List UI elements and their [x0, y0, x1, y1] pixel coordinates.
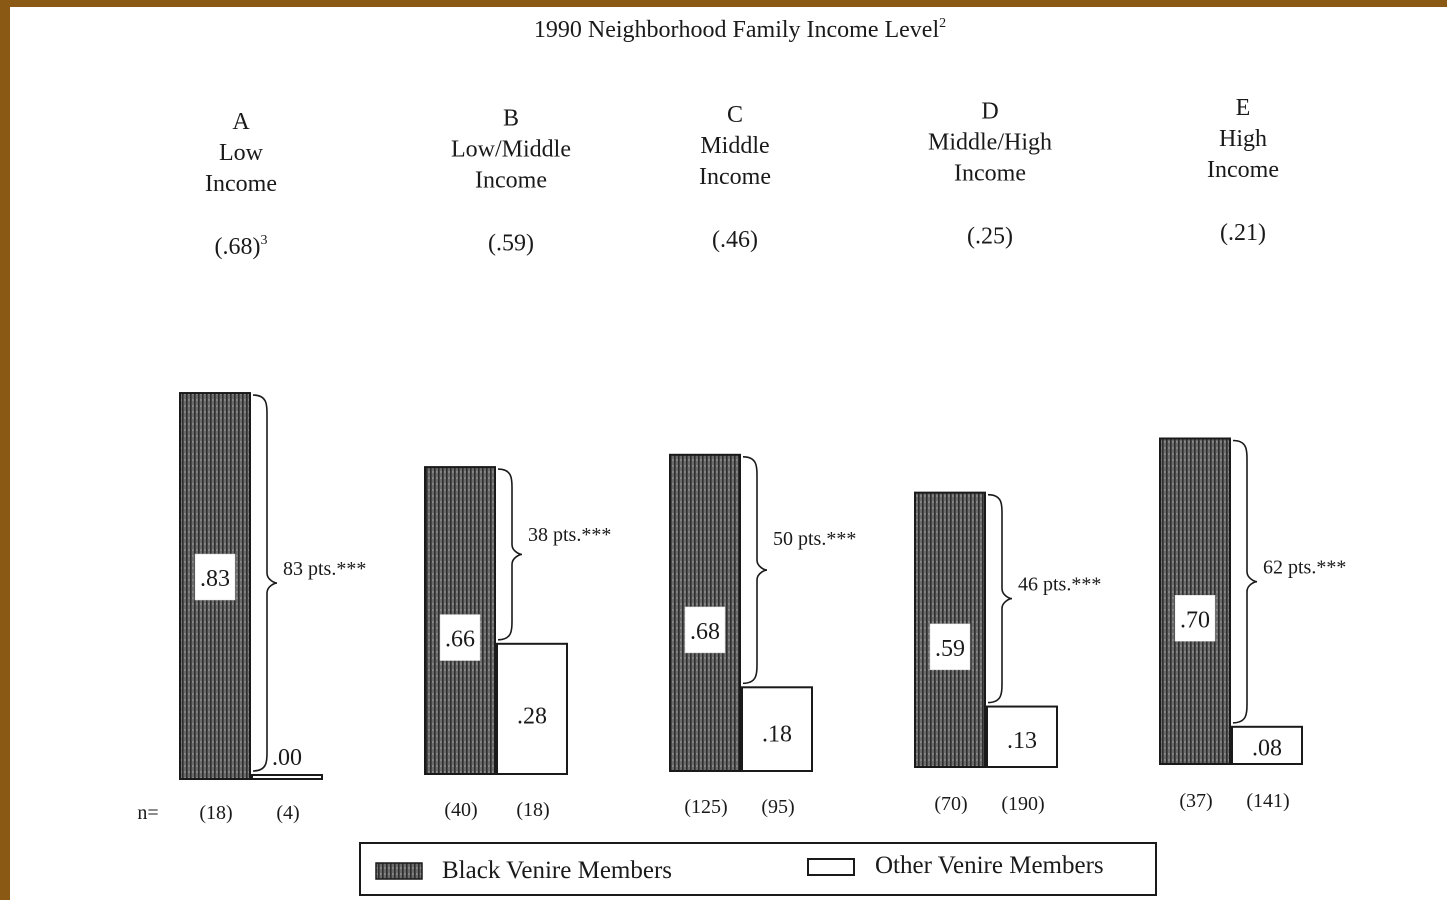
- difference-brace: [252, 394, 278, 772]
- n-count-other: (18): [516, 799, 549, 821]
- category-index-value: (.21): [1220, 220, 1266, 246]
- category-label-line: Income: [699, 164, 771, 190]
- difference-brace: [987, 493, 1013, 704]
- category-label-line: Income: [954, 161, 1026, 187]
- bar-value-label: .70: [1180, 607, 1210, 633]
- category-group-e: E High Income (.21) .70 .08 62 pts.*** (37) (141…: [1159, 95, 1346, 812]
- n-count-black: (40): [444, 799, 477, 821]
- bar-other-venire: [741, 686, 813, 772]
- difference-label: 62 pts.***: [1263, 557, 1346, 579]
- difference-label: 38 pts.***: [528, 524, 611, 546]
- n-count-black: (37): [1179, 790, 1212, 812]
- category-group-a: A Low Income (.68)3 .83 .00 83 pts.*** (18) (4): [179, 109, 366, 824]
- n-count-other: (141): [1246, 790, 1289, 812]
- bar-label-box: [1174, 595, 1216, 642]
- bar-other-venire: [986, 705, 1058, 768]
- n-count-black: (125): [684, 796, 727, 818]
- bar-value-label: .08: [1252, 735, 1282, 761]
- bar-value-label: .28: [517, 703, 547, 729]
- difference-label: 46 pts.***: [1018, 574, 1101, 596]
- chart-title-text: 1990 Neighborhood Family Income Level: [534, 17, 940, 43]
- category-group-b: B Low/Middle Income (.59) .66 .28 38 pts.*** (4…: [424, 106, 611, 821]
- grouped-bar-chart: 1990 Neighborhood Family Income Level2 A…: [137, 16, 1346, 896]
- legend-swatch-black: [375, 862, 423, 880]
- category-label-line: Income: [475, 168, 547, 194]
- bar-value-label: .13: [1007, 728, 1037, 754]
- difference-label: 50 pts.***: [773, 528, 856, 550]
- legend: Black Venire Members Other Venire Member…: [359, 842, 1157, 896]
- bar-label-box: [929, 623, 971, 671]
- difference-brace: [497, 468, 523, 641]
- category-letter: B: [503, 106, 519, 132]
- bar-label-box: [194, 553, 236, 601]
- legend-label-black: Black Venire Members: [442, 857, 672, 884]
- category-label-line: High: [1219, 126, 1267, 152]
- category-letter: C: [727, 102, 743, 128]
- n-count-black: (70): [934, 793, 967, 815]
- category-label-line: Income: [205, 171, 277, 197]
- category-label-line: Income: [1207, 157, 1279, 183]
- difference-label: 83 pts.***: [283, 558, 366, 580]
- n-count-other: (95): [761, 796, 794, 818]
- bar-value-label: .00: [272, 745, 302, 771]
- category-label-line: Low/Middle: [451, 137, 571, 163]
- category-letter: A: [232, 109, 250, 135]
- category-index-value: (.59): [488, 231, 534, 257]
- category-group-d: D Middle/High Income (.25) .59 .13 46 pts.*** (…: [914, 99, 1101, 815]
- category-letter: D: [981, 99, 998, 125]
- bar-value-label: .83: [200, 566, 230, 592]
- plot-area: A Low Income (.68)3 .83 .00 83 pts.*** (18) (4) B…: [179, 95, 1346, 824]
- n-count-other: (4): [276, 802, 299, 824]
- legend-swatch-other: [807, 858, 855, 876]
- chart-title-superscript: 2: [939, 16, 946, 31]
- difference-brace: [742, 456, 768, 685]
- bar-value-label: .18: [762, 721, 792, 747]
- category-index-value: (.68)3: [215, 233, 268, 260]
- chart-page: 1990 Neighborhood Family Income Level2 A…: [10, 7, 1447, 900]
- bar-label-box: [684, 606, 726, 654]
- difference-brace: [1232, 439, 1258, 724]
- legend-label-other: Other Venire Members: [875, 852, 1104, 879]
- category-index-value: (.46): [712, 227, 758, 253]
- category-label-line: Middle: [700, 133, 769, 159]
- bar-value-label: .59: [935, 636, 965, 662]
- bar-other-venire: [1231, 725, 1303, 765]
- chart-title: 1990 Neighborhood Family Income Level2: [534, 16, 946, 43]
- n-count-black: (18): [199, 802, 232, 824]
- bar-other-venire: [251, 774, 323, 780]
- n-count-other: (190): [1001, 793, 1044, 815]
- category-label-line: Middle/High: [928, 130, 1052, 156]
- n-label: n=: [137, 802, 158, 824]
- category-index-value: (.25): [967, 224, 1013, 250]
- category-group-c: C Middle Income (.46) .68 .18 50 pts.*** (125) (…: [669, 102, 856, 818]
- bar-label-box: [439, 614, 481, 661]
- category-label-line: Low: [219, 140, 264, 166]
- category-letter: E: [1236, 95, 1251, 121]
- legend-frame: [359, 842, 1157, 896]
- bar-value-label: .68: [690, 619, 720, 645]
- bar-other-venire: [496, 642, 568, 775]
- bar-value-label: .66: [445, 627, 475, 653]
